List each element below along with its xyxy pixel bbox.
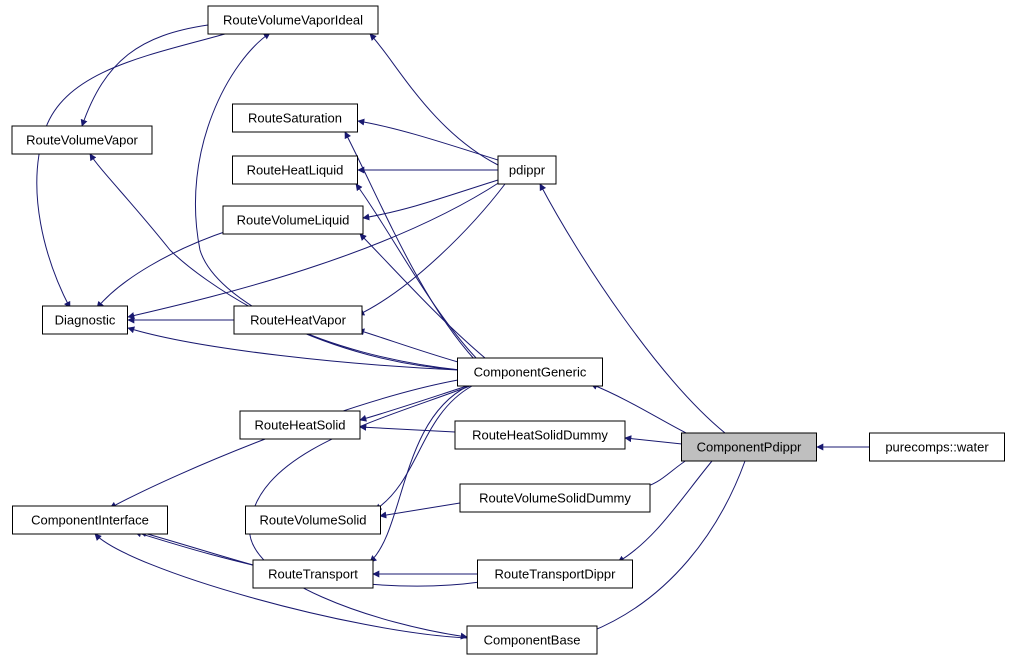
node-Diagnostic[interactable]: Diagnostic [43,306,128,334]
node-rect-ComponentBase[interactable] [467,626,597,654]
inheritance-diagram: RouteVolumeVaporIdeal RouteVolumeVapor Rou… [0,0,1009,671]
node-rect-RouteVolumeLiquid[interactable] [223,206,363,234]
node-rect-ComponentInterface[interactable] [13,506,168,534]
edge-RouteVolumeVaporIdeal-Diagnostic [37,34,225,308]
node-rect-RouteVolumeSolidDummy[interactable] [460,484,650,512]
edge-ComponentGeneric-RouteHeatSolid [360,385,470,420]
node-RouteHeatVapor[interactable]: RouteHeatVapor [234,306,362,334]
node-ComponentInterface[interactable]: ComponentInterface [13,506,168,534]
node-RouteVolumeSolid[interactable]: RouteVolumeSolid [246,506,381,534]
node-rect-RouteVolumeVapor[interactable] [12,126,152,154]
node-rect-Diagnostic[interactable] [43,306,128,334]
node-ComponentGeneric[interactable]: ComponentGeneric [458,358,603,386]
node-RouteTransport[interactable]: RouteTransport [253,560,373,588]
edge-RouteTransport-ComponentInterface [140,532,253,565]
edge-pdippr-Diagnostic [128,182,500,317]
node-purecomps_water[interactable]: purecomps::water [870,433,1005,461]
node-ComponentPdippr[interactable]: ComponentPdippr [682,433,817,461]
nodes-group: RouteVolumeVaporIdeal RouteVolumeVapor Rou… [12,6,1005,654]
node-RouteVolumeLiquid[interactable]: RouteVolumeLiquid [223,206,363,234]
node-RouteSaturation[interactable]: RouteSaturation [233,104,358,132]
node-RouteVolumeVapor[interactable]: RouteVolumeVapor [12,126,152,154]
node-rect-RouteHeatSolidDummy[interactable] [455,421,625,449]
node-rect-RouteHeatLiquid[interactable] [233,156,358,184]
node-rect-ComponentPdippr[interactable] [682,433,817,461]
node-RouteHeatSolid[interactable]: RouteHeatSolid [240,411,360,439]
edge-ComponentGeneric-RouteHeatVapor [358,330,458,362]
node-rect-RouteSaturation[interactable] [233,104,358,132]
node-rect-pdippr[interactable] [498,156,556,184]
node-rect-RouteTransport[interactable] [253,560,373,588]
node-rect-purecomps_water[interactable] [870,433,1005,461]
edge-ComponentPdippr-RouteHeatSolidDummy [625,438,682,444]
node-RouteHeatLiquid[interactable]: RouteHeatLiquid [233,156,358,184]
node-pdippr[interactable]: pdippr [498,156,556,184]
node-rect-RouteTransportDippr[interactable] [478,560,633,588]
edge-ComponentGeneric-ComponentInterface [110,380,458,508]
node-rect-RouteVolumeSolid[interactable] [246,506,381,534]
edge-ComponentGeneric-RouteVolumeVapor [90,154,460,370]
edge-ComponentGeneric-RouteVolumeLiquid [360,234,485,358]
edge-RouteHeatSolidDummy-RouteHeatSolid [360,427,455,432]
node-RouteTransportDippr[interactable]: RouteTransportDippr [478,560,633,588]
edge-ComponentPdippr-pdippr [540,184,725,433]
edge-ComponentGeneric-RouteHeatLiquid [356,184,478,360]
node-RouteVolumeVaporIdeal[interactable]: RouteVolumeVaporIdeal [208,6,378,34]
edge-pdippr-RouteVolumeLiquid [363,180,498,218]
edge-ComponentGeneric-RouteSaturation [345,132,475,360]
node-rect-ComponentGeneric[interactable] [458,358,603,386]
node-RouteVolumeSolidDummy[interactable]: RouteVolumeSolidDummy [460,484,650,512]
edge-pdippr-RouteVolumeVaporIdeal [370,34,498,165]
node-rect-RouteHeatVapor[interactable] [234,306,362,334]
node-ComponentBase[interactable]: ComponentBase [467,626,597,654]
edge-pdippr-RouteSaturation [358,121,498,160]
node-rect-RouteHeatSolid[interactable] [240,411,360,439]
edges-group [37,25,870,638]
node-RouteHeatSolidDummy[interactable]: RouteHeatSolidDummy [455,421,625,449]
edge-RouteVolumeVaporIdeal-RouteVolumeVapor [82,25,208,126]
node-rect-RouteVolumeVaporIdeal[interactable] [208,6,378,34]
edge-RouteVolumeSolidDummy-RouteVolumeSolid [380,503,460,516]
